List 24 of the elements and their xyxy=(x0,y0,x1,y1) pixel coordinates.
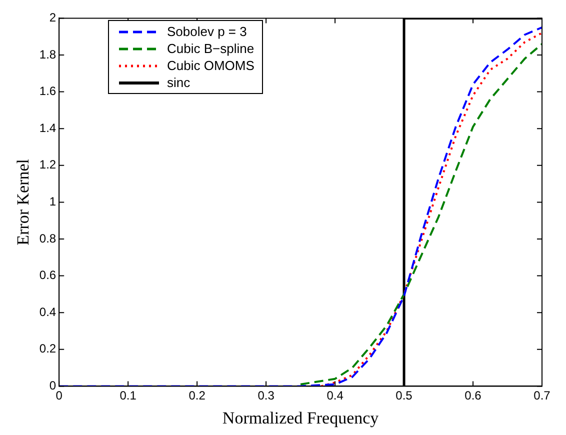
legend-label: Cubic B−spline xyxy=(167,40,254,57)
legend-label: Cubic OMOMS xyxy=(167,57,254,74)
x-tick-label: 0.2 xyxy=(188,388,206,403)
x-axis-title: Normalized Frequency xyxy=(222,408,380,428)
y-tick-label: 0.4 xyxy=(39,304,56,319)
x-tick-label: 0.4 xyxy=(326,388,344,403)
y-tick-label: 0.8 xyxy=(39,231,56,246)
y-tick-label: 0 xyxy=(49,378,56,393)
y-tick-label: 1.6 xyxy=(39,84,56,98)
y-tick-label: 1.2 xyxy=(39,158,56,172)
x-tick-label: 0.5 xyxy=(396,388,413,403)
x-tick-label: 0.6 xyxy=(464,388,482,403)
y-tick-label: 1.4 xyxy=(39,120,56,135)
legend-label: sinc xyxy=(167,74,190,91)
y-tick-label: 1 xyxy=(49,194,56,209)
y-tick-label: 2 xyxy=(49,10,56,25)
y-tick-label: 1.8 xyxy=(39,47,56,62)
x-tick-label: 0.7 xyxy=(534,388,551,403)
y-tick-label: 0.2 xyxy=(39,342,56,356)
y-tick-label: 0.6 xyxy=(39,268,56,282)
y-axis-title: Error Kernel xyxy=(14,158,33,246)
legend-label: Sobolev p = 3 xyxy=(167,23,247,40)
x-tick-label: 0.1 xyxy=(120,388,137,403)
x-tick-label: 0.3 xyxy=(258,388,275,403)
